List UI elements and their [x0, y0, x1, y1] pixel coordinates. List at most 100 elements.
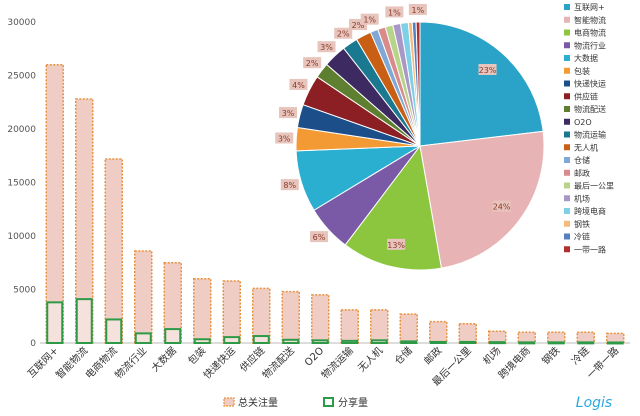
total-bar-5: [193, 278, 212, 344]
pie-legend-label: 机场: [574, 193, 590, 203]
pie-slice-2: [344, 144, 443, 271]
share-bar-4: [164, 328, 182, 344]
category-label: 包装: [185, 344, 208, 367]
pie-legend-label: 大数据: [574, 53, 598, 63]
total-bar-13: [429, 320, 448, 344]
pie-legend-label: 物流运输: [574, 130, 606, 140]
pie-label-box: [492, 200, 511, 212]
share-bar-11: [370, 339, 388, 345]
pie-label-box: [478, 63, 497, 75]
total-bar-7: [252, 287, 271, 344]
pie-label-box: [289, 78, 308, 90]
pie-label-box: [275, 132, 294, 144]
pie-slice-1: [419, 130, 545, 269]
pie-label-box: [385, 6, 404, 18]
legend-label-total: 总关注量: [238, 396, 278, 409]
pie-data-label: 13%: [387, 241, 405, 250]
pie-legend-label: 物流配送: [574, 104, 606, 114]
pie-legend-swatch-17: [564, 220, 570, 227]
bar-legend: 总关注量 分享量: [223, 396, 368, 409]
pie-slice-19: [415, 21, 421, 147]
category-label: 机场: [480, 344, 503, 367]
share-bar-2: [105, 318, 123, 344]
category-label: 冷链: [569, 344, 592, 367]
pie-legend-label: 仓储: [574, 155, 590, 165]
pie-legend-swatch-9: [564, 118, 570, 125]
pie-legend-label: 一带一路: [574, 244, 606, 254]
pie-legend-label: 最后一公里: [574, 181, 614, 191]
pie-legend-label: 物流行业: [574, 40, 606, 50]
pie-label-box: [280, 179, 299, 191]
pie-legend-swatch-0: [564, 4, 570, 10]
pie-label-box: [279, 107, 298, 119]
pie-data-label: 24%: [493, 203, 511, 212]
pie-label-box: [348, 18, 367, 30]
pie-legend-label: 智能物流: [574, 15, 606, 25]
y-tick-label: 30000: [7, 18, 36, 28]
share-bar-1: [75, 298, 93, 345]
total-bar-6: [222, 280, 241, 344]
pie-legend-swatch-5: [564, 67, 570, 74]
share-bar-9: [311, 339, 329, 345]
pie-data-label: 3%: [282, 109, 295, 118]
share-bar-19: [606, 341, 624, 345]
pie-data-label: 2%: [352, 21, 365, 30]
pie-legend-swatch-19: [564, 246, 570, 253]
pie-legend-label: 互联网+: [574, 3, 605, 12]
pie-legend-swatch-14: [564, 182, 570, 189]
category-label: 一带一路: [584, 344, 621, 381]
total-bar-15: [488, 330, 507, 344]
pie-legend-swatch-12: [564, 157, 570, 163]
pie-legend-label: 邮政: [574, 168, 590, 178]
total-bar-11: [370, 309, 389, 344]
pie-legend-swatch-6: [564, 80, 570, 87]
pie-data-label: 4%: [292, 81, 305, 90]
pie-legend-label: 无人机: [574, 142, 598, 152]
total-bar-8: [281, 290, 300, 344]
pie-label-box: [317, 41, 336, 53]
category-label: 供应链: [237, 344, 267, 374]
pie-legend-swatch-7: [564, 93, 570, 100]
pie-data-label: 3%: [278, 134, 291, 143]
share-bar-18: [577, 341, 595, 345]
pie-data-label: 8%: [283, 181, 296, 190]
pie-label-box: [334, 27, 353, 39]
pie-label-box: [387, 238, 406, 250]
category-label: 邮政: [421, 344, 444, 367]
pie-data-label: 1%: [412, 6, 425, 15]
total-bar-1: [75, 98, 94, 344]
pie-legend-swatch-16: [564, 208, 570, 214]
share-bar-12: [400, 340, 418, 344]
share-bar-3: [134, 332, 152, 344]
share-bar-16: [518, 341, 536, 345]
share-bar-8: [282, 338, 300, 345]
share-bar-15: [488, 341, 506, 345]
category-label: 跨境电商: [495, 344, 532, 381]
pie-legend-swatch-13: [564, 169, 570, 176]
legend-swatch-total: [223, 397, 235, 407]
pie-legend-label: 冷链: [574, 232, 590, 242]
category-label: 钢铁: [539, 344, 562, 367]
share-bar-5: [193, 338, 211, 345]
total-bar-9: [311, 294, 330, 344]
pie-data-label: 2%: [306, 59, 319, 68]
pie-legend-label: 电商物流: [574, 28, 606, 38]
share-bar-0: [46, 301, 64, 344]
share-bar-10: [341, 339, 359, 344]
pie-legend-swatch-1: [564, 16, 570, 23]
pie-legend-swatch-15: [564, 195, 570, 202]
pie-legend-label: 供应链: [574, 91, 598, 101]
y-tick-label: 5000: [13, 286, 36, 296]
pie-label-box: [360, 13, 379, 25]
pie-legend-swatch-4: [564, 55, 570, 61]
y-tick-label: 20000: [7, 125, 36, 135]
share-bar-6: [223, 336, 241, 344]
y-tick-label: 10000: [7, 232, 36, 242]
pie-label-box: [303, 57, 322, 69]
share-bar-14: [459, 340, 477, 344]
pie-legend-swatch-3: [564, 42, 570, 49]
category-label: 无人机: [355, 344, 385, 374]
pie-legend-label: O2O: [574, 118, 592, 127]
category-label: 大数据: [148, 344, 178, 374]
pie-legend-label: 钢铁: [574, 219, 590, 229]
